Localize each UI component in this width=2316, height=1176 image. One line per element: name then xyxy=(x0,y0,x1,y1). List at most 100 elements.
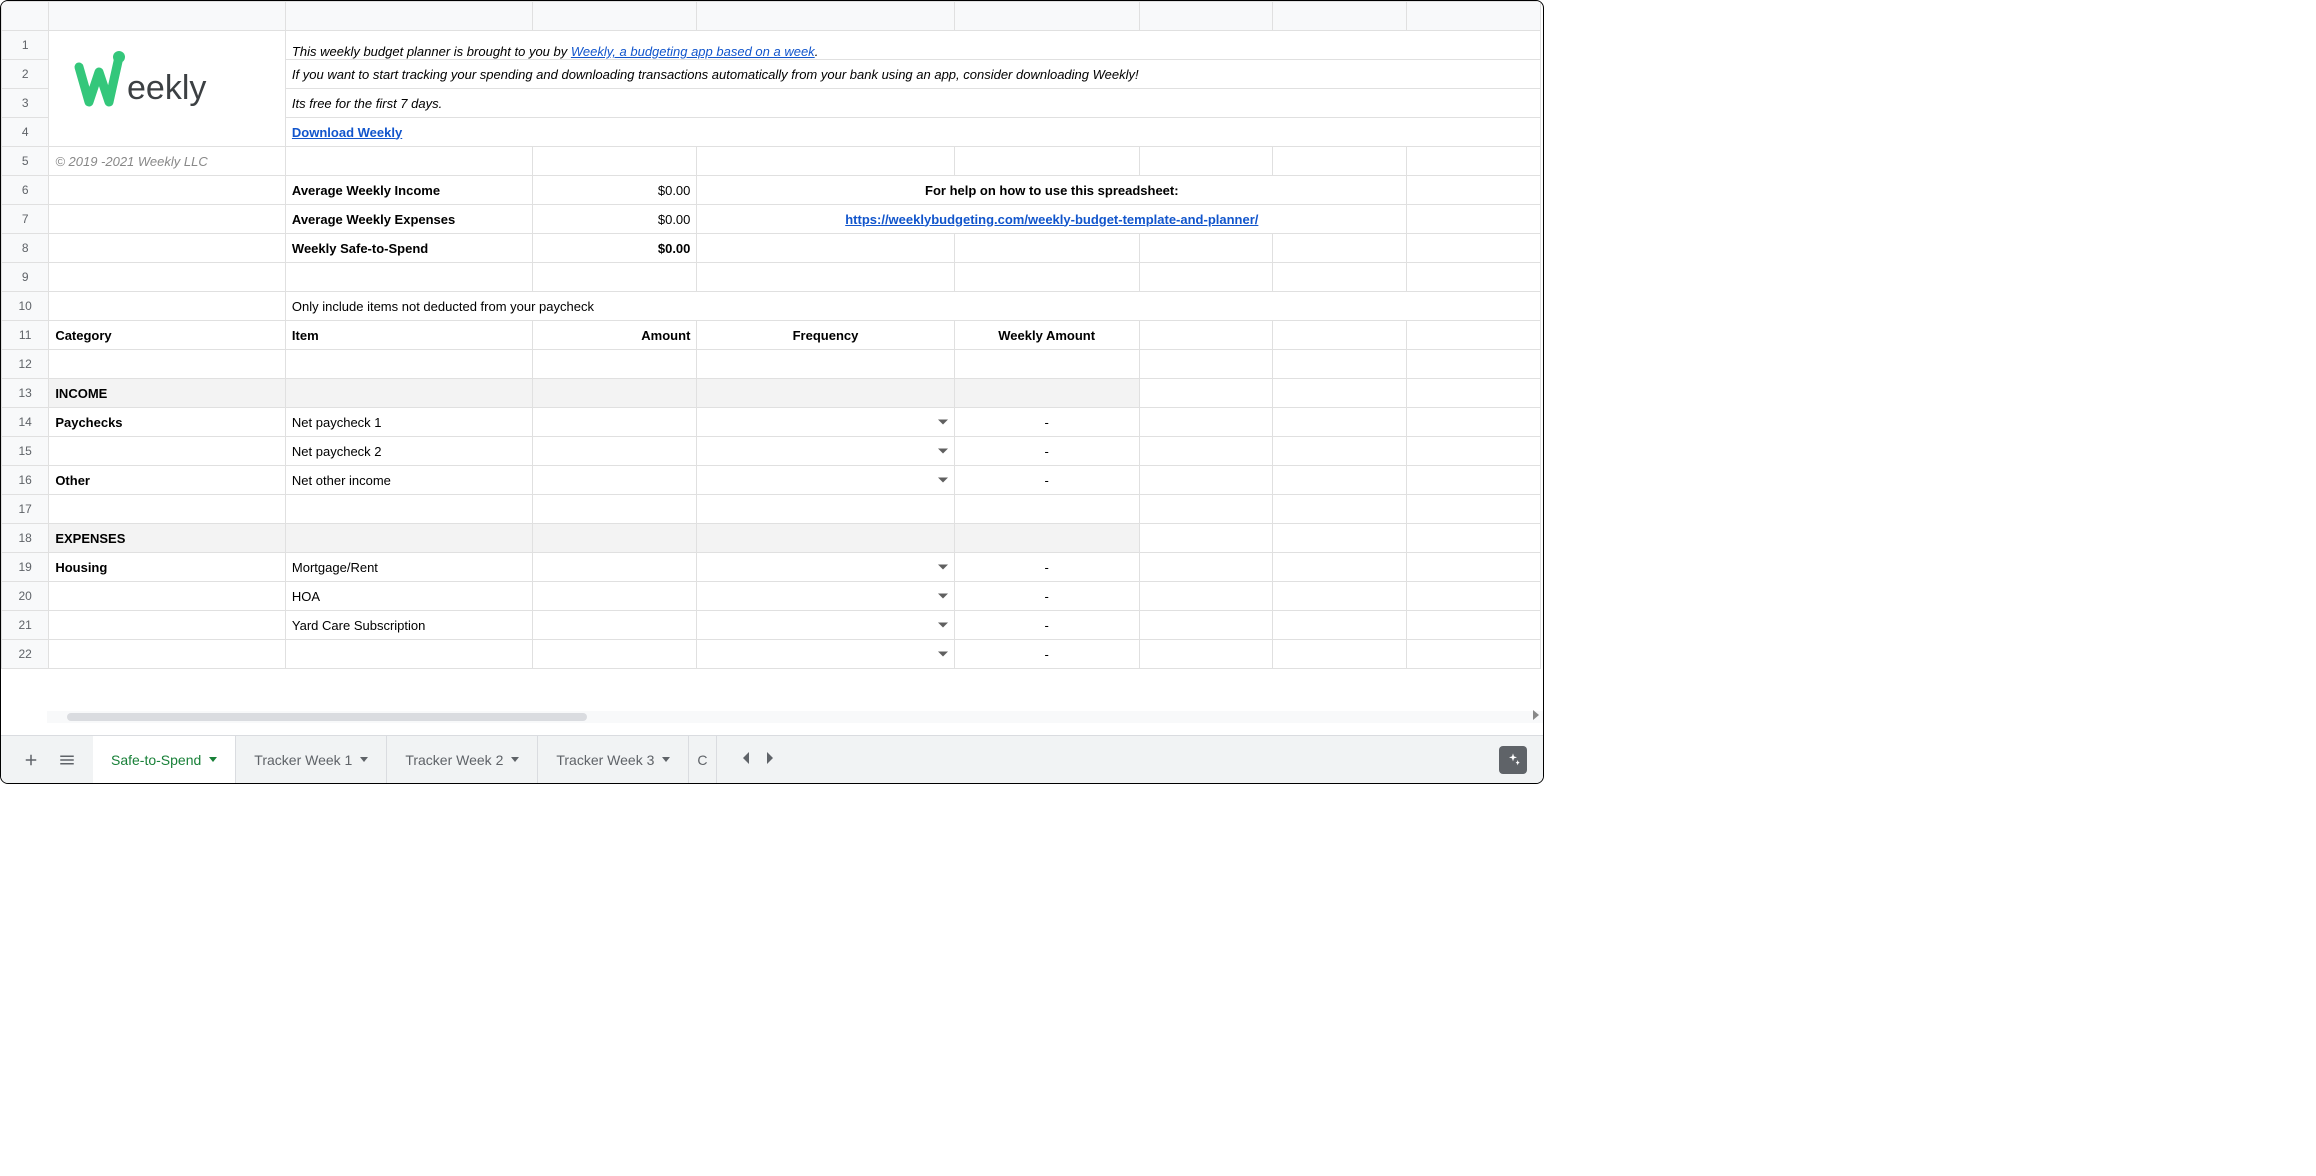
item-cell[interactable]: Net other income xyxy=(285,466,532,495)
row-header[interactable]: 3 xyxy=(2,89,49,118)
tab-tracker-week-1[interactable]: Tracker Week 1 xyxy=(236,736,387,783)
cell[interactable] xyxy=(1139,321,1273,350)
cell[interactable] xyxy=(697,524,954,553)
cell[interactable] xyxy=(697,350,954,379)
row-header[interactable]: 17 xyxy=(2,495,49,524)
tab-prev-button[interactable] xyxy=(737,748,755,771)
help-url-cell[interactable]: https://weeklybudgeting.com/weekly-budge… xyxy=(697,205,1407,234)
dropdown-icon[interactable] xyxy=(938,565,948,570)
tab-safe-to-spend[interactable]: Safe-to-Spend xyxy=(93,736,236,783)
section-expenses[interactable]: EXPENSES xyxy=(49,524,286,553)
col-header[interactable] xyxy=(285,2,532,31)
item-cell[interactable] xyxy=(285,640,532,669)
cell[interactable] xyxy=(285,379,532,408)
help-label[interactable]: For help on how to use this spreadsheet: xyxy=(697,176,1407,205)
category-cell[interactable] xyxy=(49,582,286,611)
safe-value[interactable]: $0.00 xyxy=(532,234,697,263)
cell[interactable] xyxy=(1273,437,1407,466)
chevron-down-icon[interactable] xyxy=(360,757,368,762)
cell[interactable] xyxy=(285,263,532,292)
dropdown-icon[interactable] xyxy=(938,623,948,628)
copyright[interactable]: © 2019 -2021 Weekly LLC xyxy=(49,147,286,176)
row-header[interactable]: 7 xyxy=(2,205,49,234)
avg-income-label[interactable]: Average Weekly Income xyxy=(285,176,532,205)
cell[interactable] xyxy=(1407,495,1541,524)
chevron-down-icon[interactable] xyxy=(511,757,519,762)
cell[interactable] xyxy=(954,147,1139,176)
cell[interactable] xyxy=(954,234,1139,263)
intro-line1[interactable]: This weekly budget planner is brought to… xyxy=(285,31,1540,60)
cell[interactable] xyxy=(1407,466,1541,495)
safe-label[interactable]: Weekly Safe-to-Spend xyxy=(285,234,532,263)
chevron-down-icon[interactable] xyxy=(209,757,217,762)
cell[interactable] xyxy=(285,495,532,524)
add-sheet-button[interactable] xyxy=(13,742,49,778)
cell[interactable] xyxy=(1407,379,1541,408)
category-cell[interactable]: Housing xyxy=(49,553,286,582)
grid-area[interactable]: 1 eekly This weekly budget planner is br… xyxy=(1,1,1543,723)
cell[interactable] xyxy=(1407,611,1541,640)
cell[interactable] xyxy=(532,263,697,292)
row-header[interactable]: 12 xyxy=(2,350,49,379)
cell[interactable] xyxy=(285,524,532,553)
row-header[interactable]: 19 xyxy=(2,553,49,582)
cell[interactable] xyxy=(954,524,1139,553)
cell[interactable] xyxy=(1139,582,1273,611)
frequency-cell[interactable] xyxy=(697,582,954,611)
cell[interactable] xyxy=(1273,524,1407,553)
cell[interactable] xyxy=(1273,640,1407,669)
cell[interactable] xyxy=(954,495,1139,524)
amount-cell[interactable] xyxy=(532,408,697,437)
cell[interactable] xyxy=(1139,408,1273,437)
intro-line3[interactable]: Its free for the first 7 days. xyxy=(285,89,1540,118)
cell[interactable] xyxy=(532,350,697,379)
weekly-amount-cell[interactable]: - xyxy=(954,611,1139,640)
chevron-down-icon[interactable] xyxy=(662,757,670,762)
category-cell[interactable]: Paychecks xyxy=(49,408,286,437)
cell[interactable] xyxy=(1273,553,1407,582)
row-header[interactable]: 13 xyxy=(2,379,49,408)
col-header[interactable] xyxy=(532,2,697,31)
col-header[interactable] xyxy=(49,2,286,31)
cell[interactable] xyxy=(1407,147,1541,176)
dropdown-icon[interactable] xyxy=(938,478,948,483)
frequency-cell[interactable] xyxy=(697,611,954,640)
cell[interactable] xyxy=(1139,147,1273,176)
cell[interactable] xyxy=(1273,582,1407,611)
cell[interactable] xyxy=(1139,640,1273,669)
cell[interactable] xyxy=(49,263,286,292)
frequency-cell[interactable] xyxy=(697,640,954,669)
cell[interactable] xyxy=(1139,495,1273,524)
tab-next-button[interactable] xyxy=(761,748,779,771)
category-cell[interactable] xyxy=(49,611,286,640)
cell[interactable] xyxy=(1273,234,1407,263)
amount-cell[interactable] xyxy=(532,611,697,640)
horizontal-scrollbar[interactable] xyxy=(47,711,1543,723)
amount-cell[interactable] xyxy=(532,640,697,669)
row-header[interactable]: 10 xyxy=(2,292,49,321)
cell[interactable] xyxy=(1273,495,1407,524)
cell[interactable] xyxy=(1407,437,1541,466)
frequency-cell[interactable] xyxy=(697,466,954,495)
intro-line2[interactable]: If you want to start tracking your spend… xyxy=(285,60,1540,89)
weekly-amount-cell[interactable]: - xyxy=(954,437,1139,466)
hdr-item[interactable]: Item xyxy=(285,321,532,350)
col-header[interactable] xyxy=(1139,2,1273,31)
cell[interactable] xyxy=(1273,263,1407,292)
download-cell[interactable]: Download Weekly xyxy=(285,118,1540,147)
cell[interactable] xyxy=(1407,640,1541,669)
cell[interactable] xyxy=(1139,611,1273,640)
download-weekly-link[interactable]: Download Weekly xyxy=(292,125,402,140)
cell[interactable] xyxy=(1273,611,1407,640)
cell[interactable] xyxy=(49,205,286,234)
row-header[interactable]: 20 xyxy=(2,582,49,611)
dropdown-icon[interactable] xyxy=(938,449,948,454)
cell[interactable] xyxy=(1139,553,1273,582)
avg-expenses-label[interactable]: Average Weekly Expenses xyxy=(285,205,532,234)
cell[interactable] xyxy=(49,176,286,205)
scroll-right-icon[interactable] xyxy=(1533,710,1539,720)
cell[interactable] xyxy=(697,234,954,263)
cell[interactable] xyxy=(697,147,954,176)
cell[interactable] xyxy=(1273,466,1407,495)
col-header[interactable] xyxy=(697,2,954,31)
